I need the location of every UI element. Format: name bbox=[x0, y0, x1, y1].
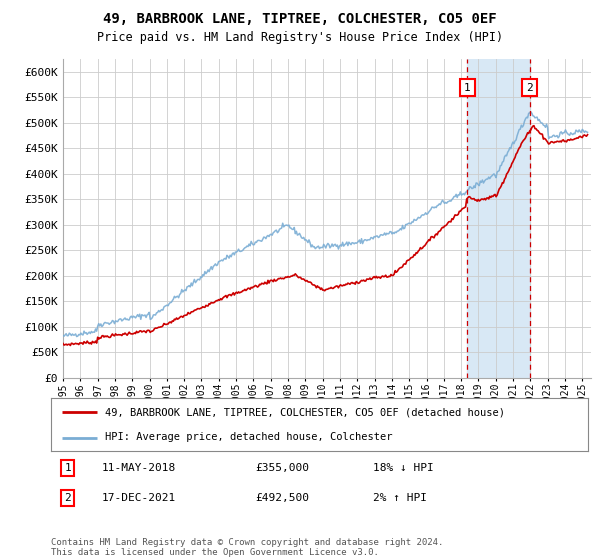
Text: 49, BARBROOK LANE, TIPTREE, COLCHESTER, CO5 0EF: 49, BARBROOK LANE, TIPTREE, COLCHESTER, … bbox=[103, 12, 497, 26]
Text: 49, BARBROOK LANE, TIPTREE, COLCHESTER, CO5 0EF (detached house): 49, BARBROOK LANE, TIPTREE, COLCHESTER, … bbox=[105, 408, 505, 418]
Text: 17-DEC-2021: 17-DEC-2021 bbox=[102, 493, 176, 503]
Text: 1: 1 bbox=[464, 82, 471, 92]
Text: Price paid vs. HM Land Registry's House Price Index (HPI): Price paid vs. HM Land Registry's House … bbox=[97, 31, 503, 44]
Text: 1: 1 bbox=[64, 463, 71, 473]
Text: 2: 2 bbox=[64, 493, 71, 503]
Text: 2% ↑ HPI: 2% ↑ HPI bbox=[373, 493, 427, 503]
Text: 2: 2 bbox=[526, 82, 533, 92]
Text: HPI: Average price, detached house, Colchester: HPI: Average price, detached house, Colc… bbox=[105, 432, 392, 442]
Text: 18% ↓ HPI: 18% ↓ HPI bbox=[373, 463, 434, 473]
Text: £355,000: £355,000 bbox=[255, 463, 309, 473]
Text: 11-MAY-2018: 11-MAY-2018 bbox=[102, 463, 176, 473]
Text: Contains HM Land Registry data © Crown copyright and database right 2024.
This d: Contains HM Land Registry data © Crown c… bbox=[51, 538, 443, 557]
Bar bbox=[467, 59, 530, 378]
Text: £492,500: £492,500 bbox=[255, 493, 309, 503]
